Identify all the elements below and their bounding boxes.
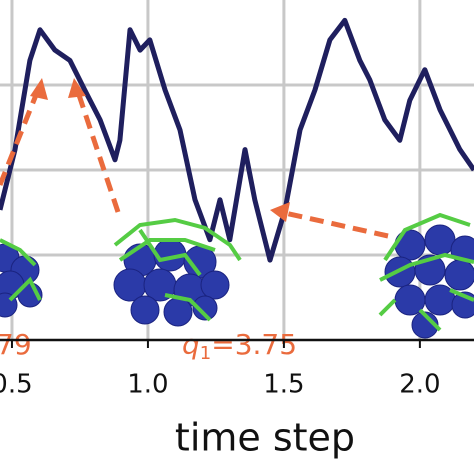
x-tick-label: 1.5 xyxy=(263,370,304,400)
arrows xyxy=(0,89,389,239)
molecule-middle xyxy=(113,217,242,327)
molecules xyxy=(0,212,474,339)
data-line xyxy=(0,17,474,263)
annotation-value: =3.75 xyxy=(211,328,297,361)
molecule-left xyxy=(0,238,43,318)
axes: 0.5 1.0 1.5 2.0 xyxy=(0,338,474,400)
molecule-right xyxy=(378,212,474,339)
annotation: 79 xyxy=(0,328,32,361)
arrow xyxy=(284,210,389,239)
arrow-head xyxy=(270,202,290,222)
arrow-head xyxy=(30,78,48,100)
arrow-heads xyxy=(30,78,290,222)
annotation-subscript: 1 xyxy=(200,343,211,364)
x-tick-label: 1.0 xyxy=(127,370,168,400)
x-tick-label: 0.5 xyxy=(0,370,33,400)
arrow-head xyxy=(68,78,86,98)
x-axis-label: time step xyxy=(175,416,355,460)
annotation-symbol: q xyxy=(182,328,200,361)
x-tick-label: 2.0 xyxy=(399,370,440,400)
plot xyxy=(0,17,474,263)
annotation: q1=3.75 xyxy=(182,328,297,364)
arrow xyxy=(0,89,41,186)
